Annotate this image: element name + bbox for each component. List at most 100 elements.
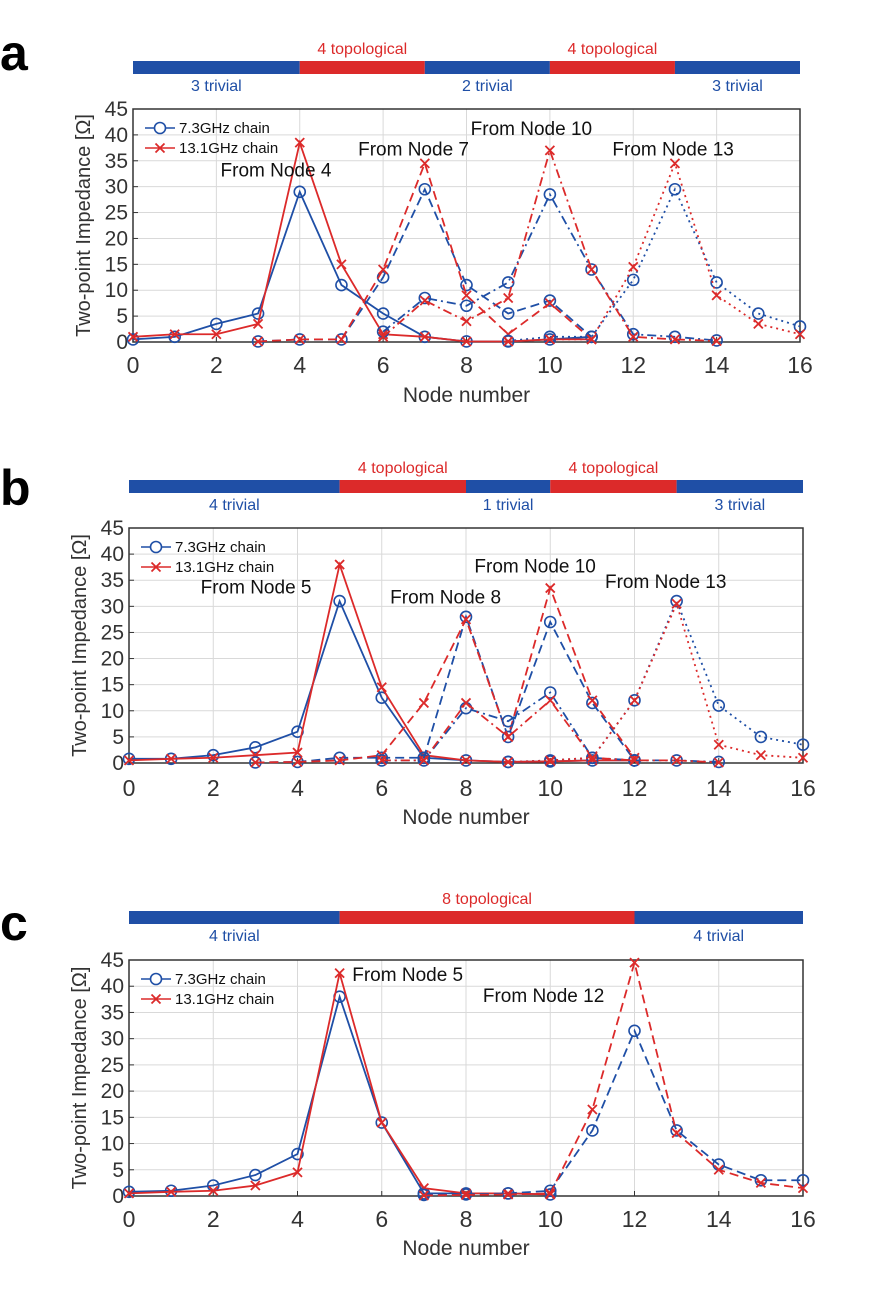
data-point <box>502 731 514 743</box>
series-line <box>382 147 717 342</box>
data-point <box>210 317 223 331</box>
data-point <box>545 582 556 594</box>
data-point <box>545 695 556 706</box>
data-point <box>712 699 726 712</box>
annotation: From Node 10 <box>474 556 595 577</box>
region-segment-topological <box>339 911 635 924</box>
data-point <box>336 334 347 345</box>
series-7 <box>503 158 806 347</box>
data-point <box>376 307 390 320</box>
y-tick-label: 0 <box>112 1185 124 1208</box>
annotation: From Node 5 <box>352 965 463 986</box>
x-tick-label: 6 <box>375 1206 388 1232</box>
series-2 <box>417 1024 810 1202</box>
region-segment-topological <box>549 61 675 74</box>
data-point <box>376 755 387 766</box>
region-segment-trivial <box>676 480 803 493</box>
region-label: 4 trivial <box>209 928 260 945</box>
annotation: From Node 10 <box>471 119 592 140</box>
data-point <box>586 264 597 275</box>
data-point <box>755 750 767 761</box>
x-tick-label: 0 <box>127 352 140 378</box>
data-point <box>334 559 345 570</box>
data-point <box>626 273 640 287</box>
annotation: From Node 7 <box>358 140 469 161</box>
region-label: 4 trivial <box>693 928 744 945</box>
x-tick-label: 14 <box>706 775 732 801</box>
legend-marker-circle <box>149 972 163 986</box>
region-label: 4 topological <box>567 41 657 58</box>
region-label: 4 topological <box>317 41 407 58</box>
data-point <box>127 331 139 342</box>
legend-label: 13.1GHz chain <box>175 991 274 1008</box>
data-point <box>461 316 472 327</box>
series-line <box>258 160 593 343</box>
legend: 7.3GHz chain 13.1GHz chain <box>145 120 278 157</box>
x-tick-label: 16 <box>790 1206 816 1232</box>
data-point <box>628 694 641 707</box>
data-point <box>543 615 557 629</box>
data-point <box>544 334 556 345</box>
region-segment-topological <box>550 480 677 493</box>
data-point <box>417 754 431 767</box>
data-point <box>754 1173 768 1187</box>
y-tick-label: 20 <box>101 1080 124 1103</box>
data-point <box>418 697 430 709</box>
data-point <box>668 330 682 344</box>
annotation: From Node 5 <box>201 577 312 598</box>
data-point <box>126 333 140 346</box>
data-point <box>713 739 724 750</box>
y-tick-label: 10 <box>101 700 124 723</box>
data-point <box>460 697 472 709</box>
data-point <box>544 145 556 156</box>
data-point <box>460 755 472 766</box>
data-point <box>418 755 430 766</box>
data-point <box>418 1190 430 1201</box>
annotation: From Node 12 <box>483 986 604 1007</box>
legend: 7.3GHz chain 13.1GHz chain <box>141 971 274 1008</box>
data-point <box>629 957 640 968</box>
series-1 <box>127 137 597 347</box>
x-tick-label: 8 <box>460 775 473 801</box>
data-point <box>461 290 472 301</box>
x-axis-label: Node number <box>402 806 529 829</box>
data-point <box>797 1182 809 1194</box>
x-tick-label: 10 <box>537 775 563 801</box>
x-tick-label: 8 <box>460 1206 473 1232</box>
series-line <box>132 139 592 343</box>
data-point <box>671 598 682 609</box>
data-point <box>501 307 515 320</box>
data-point <box>587 752 598 763</box>
y-axis-label: Two-point Impedance [Ω] <box>69 534 91 757</box>
data-point <box>206 748 220 762</box>
data-point <box>755 1177 767 1189</box>
y-tick-label: 0 <box>112 752 124 775</box>
panel-label: a <box>0 25 29 81</box>
data-point <box>250 1180 261 1191</box>
region-segment-trivial <box>466 480 551 493</box>
y-tick-label: 5 <box>116 305 128 328</box>
data-point <box>377 264 389 275</box>
data-point <box>712 755 726 769</box>
data-point <box>501 334 515 348</box>
y-tick-label: 35 <box>101 569 124 592</box>
data-point <box>753 318 764 330</box>
data-point <box>502 1189 514 1200</box>
x-axis-label: Node number <box>402 1237 529 1260</box>
annotation: From Node 13 <box>612 140 733 161</box>
data-point <box>793 320 807 333</box>
data-point <box>461 336 472 347</box>
data-point <box>123 1188 135 1199</box>
series-line <box>423 1028 803 1196</box>
region-segment-trivial <box>129 480 340 493</box>
series-line <box>258 187 593 343</box>
region-label: 3 trivial <box>191 78 242 95</box>
data-point <box>419 158 430 169</box>
y-axis-label: Two-point Impedance [Ω] <box>73 114 95 337</box>
data-point <box>169 329 180 340</box>
data-point <box>376 1117 387 1128</box>
region-label: 2 trivial <box>462 78 513 95</box>
data-point <box>292 747 303 758</box>
data-point <box>543 330 557 344</box>
x-axis-label: Node number <box>403 384 530 407</box>
